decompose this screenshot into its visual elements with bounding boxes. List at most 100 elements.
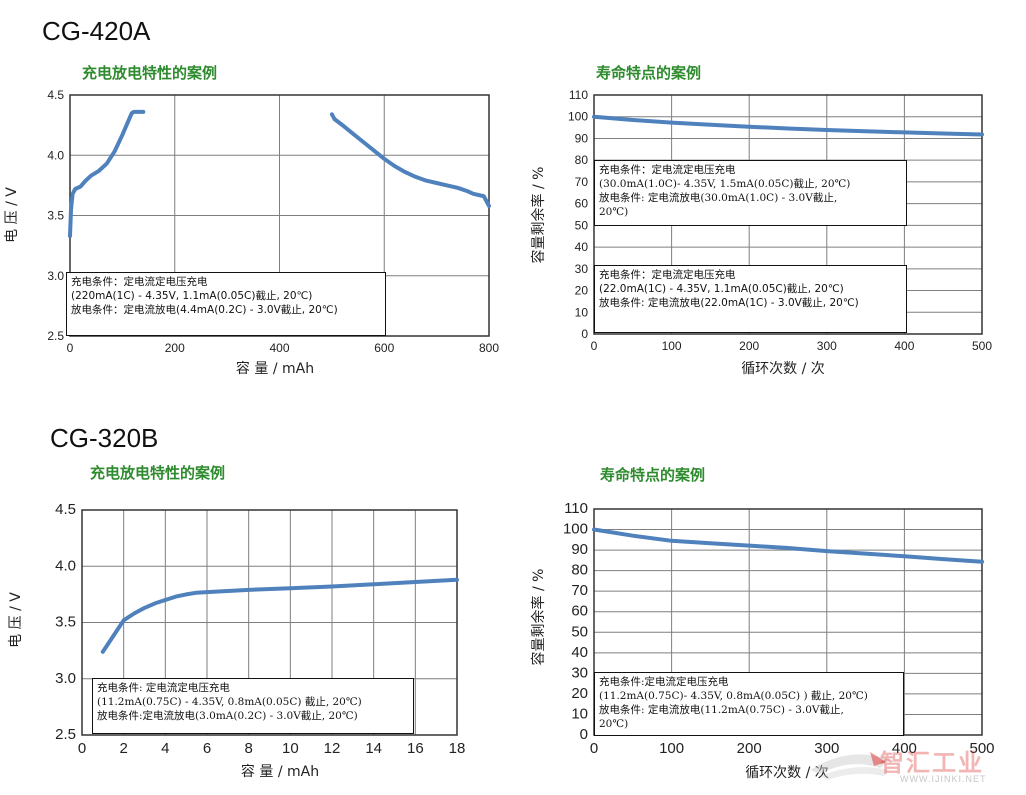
series-line-0 xyxy=(592,527,984,564)
y-tick-label: 4.5 xyxy=(55,501,76,518)
condition-note-a-charge: 充电条件：定电流定电压充电 (220mA(1C) - 4.35V, 1.1mA(0… xyxy=(66,272,386,336)
condition-note-a-life-1: 充电条件：定电流定电压充电 (30.0mA(1.0C)- 4.35V, 1.5mA… xyxy=(594,160,907,226)
x-tick-label: 400 xyxy=(269,341,289,355)
y-tick-label: 20 xyxy=(575,284,589,298)
y-tick-label: 3.5 xyxy=(55,614,76,631)
y-tick-label: 30 xyxy=(575,262,589,276)
note-line: 20℃) xyxy=(599,718,629,730)
note-line: 充电条件:定电流定电压充电 xyxy=(599,676,729,688)
x-tick-label: 600 xyxy=(374,341,394,355)
y-tick-label: 40 xyxy=(571,644,588,661)
x-axis-label: 容 量 / mAh xyxy=(236,360,314,377)
x-axis-label: 循环次数 / 次 xyxy=(741,361,825,377)
y-axis-label: 容量剩余率 / % xyxy=(530,167,547,264)
x-tick-label: 14 xyxy=(365,740,382,757)
y-tick-label: 2.5 xyxy=(47,329,64,343)
y-tick-label: 70 xyxy=(571,582,588,599)
x-tick-label: 0 xyxy=(590,740,598,757)
condition-note-a-life-2: 充电条件：定电流定电压充电 (22.0mA(1C) - 4.35V, 1.1mA(… xyxy=(594,265,907,333)
x-tick-label: 16 xyxy=(407,740,424,757)
model-heading-cg-320b: CG-320B xyxy=(50,423,159,453)
y-tick-label: 90 xyxy=(575,131,589,145)
note-line: 充电条件：定电流定电压充电 xyxy=(599,164,736,176)
y-tick-label: 60 xyxy=(575,197,589,211)
x-tick-label: 8 xyxy=(244,740,252,757)
y-tick-label: 50 xyxy=(575,218,589,232)
x-tick-label: 300 xyxy=(817,339,837,353)
x-tick-label: 2 xyxy=(119,740,127,757)
x-tick-label: 200 xyxy=(739,339,759,353)
watermark-text: 智汇工业 xyxy=(880,749,984,777)
note-line: 20℃) xyxy=(599,206,629,218)
x-tick-label: 6 xyxy=(203,740,211,757)
condition-note-b-life: 充电条件:定电流定电压充电 (11.2mA(0.75C)- 4.35V, 0.8m… xyxy=(594,672,904,736)
y-tick-label: 40 xyxy=(575,240,589,254)
y-tick-label: 30 xyxy=(571,664,588,681)
condition-note-b-charge: 充电条件: 定电流定电压充电 (11.2mA(0.75C) - 4.35V, 0.… xyxy=(92,678,414,734)
note-line: 放电条件: 定电流放电(22.0mA(1C) - 3.0V截止, 20℃) xyxy=(599,297,859,309)
x-tick-label: 800 xyxy=(479,341,499,355)
y-tick-label: 100 xyxy=(563,521,588,538)
chart-title-b-charge: 充电放电特性的案例 xyxy=(90,464,226,482)
x-tick-label: 200 xyxy=(737,740,762,757)
x-tick-label: 10 xyxy=(282,740,299,757)
x-tick-label: 200 xyxy=(165,341,185,355)
series-line-0 xyxy=(592,114,984,137)
y-tick-label: 60 xyxy=(571,603,588,620)
x-tick-label: 500 xyxy=(969,740,994,757)
note-line: 放电条件: 定电流放电(11.2mA(0.75C) - 3.0V截止, xyxy=(599,704,844,716)
y-tick-label: 70 xyxy=(575,175,589,189)
x-tick-label: 100 xyxy=(659,740,684,757)
note-line: 放电条件: 定电流放电(30.0mA(1.0C) - 3.0V截止, xyxy=(599,192,838,204)
x-tick-label: 4 xyxy=(161,740,169,757)
x-axis-label: 循环次数 / 次 xyxy=(745,765,829,781)
watermark-url: WWW.IJINKI.NET xyxy=(900,774,987,784)
y-axis-label: 电 压 / V xyxy=(4,187,20,243)
y-tick-label: 110 xyxy=(564,500,588,517)
x-tick-label: 100 xyxy=(662,339,682,353)
note-line: (11.2mA(0.75C) - 4.35V, 0.8mA(0.05C) 截止,… xyxy=(97,696,362,708)
y-tick-label: 0 xyxy=(580,726,588,743)
note-line: (11.2mA(0.75C)- 4.35V, 0.8mA(0.05C) ) 截止… xyxy=(599,690,868,702)
y-tick-label: 20 xyxy=(571,685,588,702)
note-line: 放电条件：定电流放电(4.4mA(0.2C) - 3.0V截止, 20℃) xyxy=(71,304,338,316)
y-tick-label: 4.0 xyxy=(55,557,76,574)
x-tick-label: 0 xyxy=(591,339,598,353)
watermark-logo-icon xyxy=(810,752,890,780)
x-tick-label: 500 xyxy=(972,339,992,353)
chart-title-a-charge: 充电放电特性的案例 xyxy=(82,64,218,82)
y-axis-label: 电 压 / V xyxy=(8,592,24,648)
note-line: 充电条件：定电流定电压充电 xyxy=(599,269,736,281)
x-tick-label: 0 xyxy=(67,341,74,355)
chart-title-a-life: 寿命特点的案例 xyxy=(596,64,702,82)
x-tick-label: 12 xyxy=(324,740,341,757)
y-tick-label: 2.5 xyxy=(55,726,76,743)
note-line: (22.0mA(1C) - 4.35V, 1.1mA(0.05C)截止, 20℃… xyxy=(599,283,844,295)
series-line-discharge xyxy=(329,112,491,208)
y-tick-label: 50 xyxy=(571,623,588,640)
y-tick-label: 10 xyxy=(571,705,588,722)
series-line-0 xyxy=(100,577,459,654)
note-line: (220mA(1C) - 4.35V, 1.1mA(0.05C)截止, 20℃) xyxy=(71,290,313,302)
x-axis-label: 容 量 / mAh xyxy=(241,763,319,780)
series-line-charge xyxy=(68,109,146,238)
plot-frame xyxy=(81,509,458,736)
y-tick-label: 0 xyxy=(581,327,588,341)
note-line: (30.0mA(1.0C)- 4.35V, 1.5mA(0.05C)截止, 20… xyxy=(599,178,851,190)
y-tick-label: 80 xyxy=(571,562,588,579)
y-tick-label: 90 xyxy=(571,541,588,558)
y-tick-label: 100 xyxy=(568,110,588,124)
model-heading-cg-420a: CG-420A xyxy=(42,16,151,46)
y-axis-label: 容量剩余率 / % xyxy=(530,569,547,666)
note-line: 放电条件:定电流放电(3.0mA(0.2C) - 3.0V截止, 20℃) xyxy=(97,710,358,722)
x-tick-label: 300 xyxy=(814,740,839,757)
x-tick-label: 18 xyxy=(449,740,466,757)
y-tick-label: 4.5 xyxy=(47,88,64,102)
chart-title-b-life: 寿命特点的案例 xyxy=(600,466,706,484)
x-tick-label: 400 xyxy=(894,339,914,353)
note-line: 充电条件：定电流定电压充电 xyxy=(71,276,208,288)
y-tick-label: 80 xyxy=(575,153,589,167)
y-tick-label: 4.0 xyxy=(47,148,64,162)
note-line: 充电条件: 定电流定电压充电 xyxy=(97,682,230,694)
y-tick-label: 10 xyxy=(575,305,589,319)
